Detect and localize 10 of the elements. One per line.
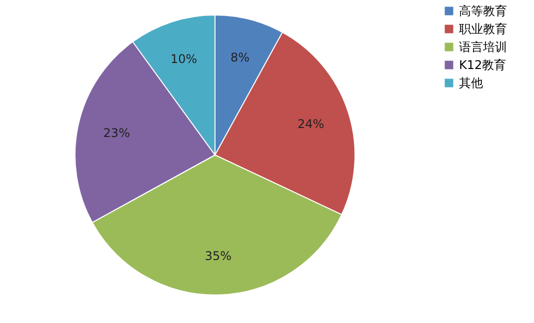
legend-label: 高等教育 xyxy=(459,4,507,18)
data-label: 24% xyxy=(298,116,324,131)
legend-label: K12教育 xyxy=(459,58,506,72)
data-label: 10% xyxy=(170,52,198,66)
data-label: 35% xyxy=(204,248,232,263)
legend-label: 语言培训 xyxy=(459,40,507,54)
legend-label: 其他 xyxy=(459,76,483,90)
data-label: 23% xyxy=(103,126,130,140)
data-label: 8% xyxy=(230,50,250,64)
legend-label: 职业教育 xyxy=(459,22,507,36)
